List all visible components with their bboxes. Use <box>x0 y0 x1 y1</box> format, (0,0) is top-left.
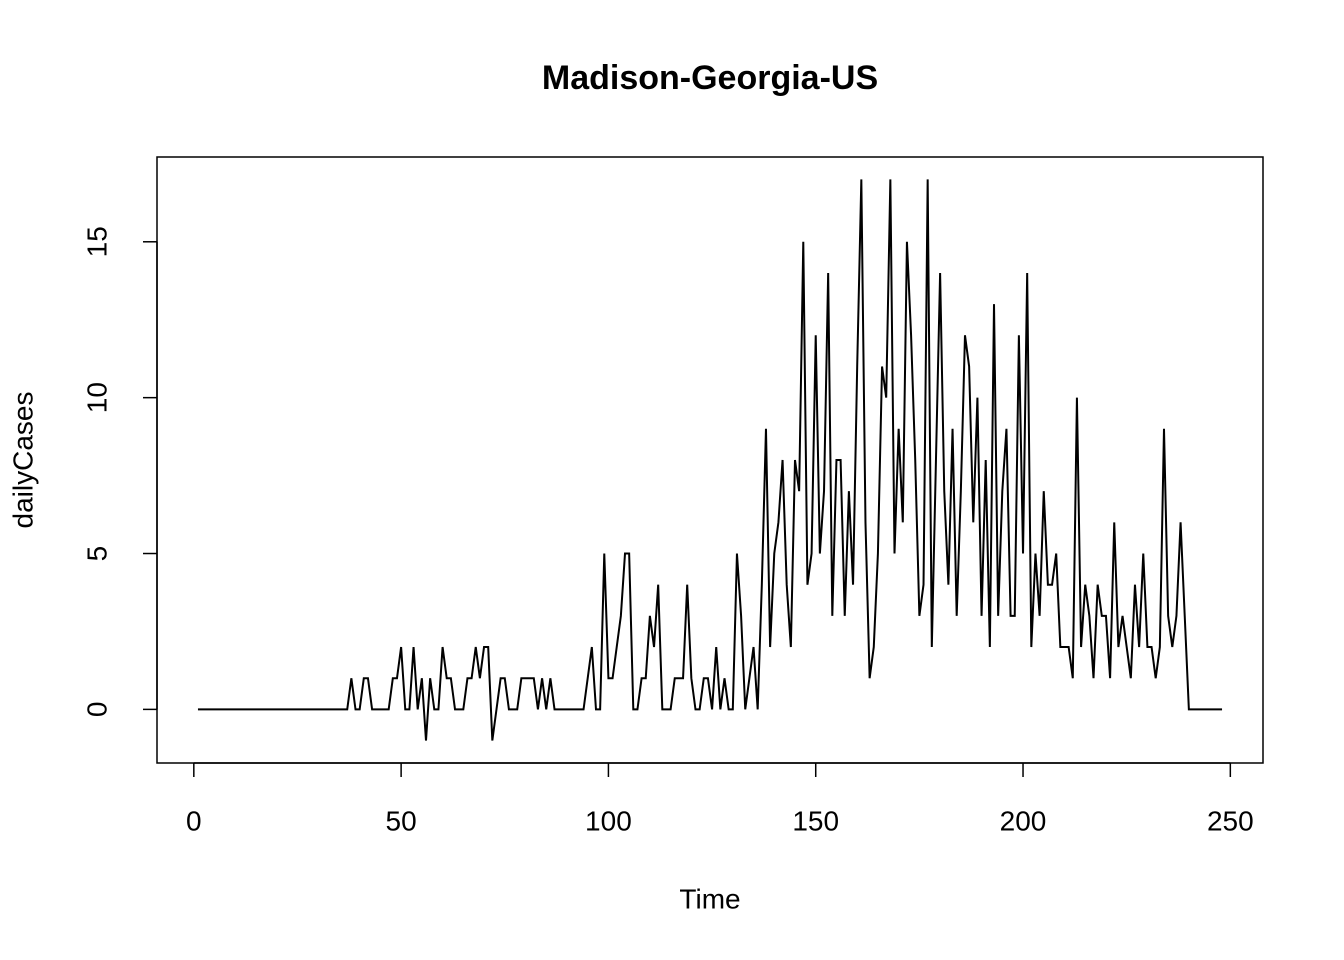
x-tick-label: 0 <box>186 805 202 836</box>
y-axis-label: dailyCases <box>7 392 38 529</box>
x-tick-label: 200 <box>1000 805 1047 836</box>
y-tick-label: 15 <box>81 226 112 257</box>
y-tick-label: 0 <box>81 702 112 718</box>
y-tick-label: 10 <box>81 382 112 413</box>
chart-title: Madison-Georgia-US <box>542 59 878 97</box>
x-axis-label: Time <box>679 883 740 914</box>
y-tick-label: 5 <box>81 546 112 562</box>
x-tick-label: 250 <box>1207 805 1254 836</box>
x-tick-label: 150 <box>792 805 839 836</box>
x-tick-label: 50 <box>386 805 417 836</box>
data-line <box>197 179 1223 741</box>
plot-box <box>156 156 1264 764</box>
x-tick-label: 100 <box>585 805 632 836</box>
